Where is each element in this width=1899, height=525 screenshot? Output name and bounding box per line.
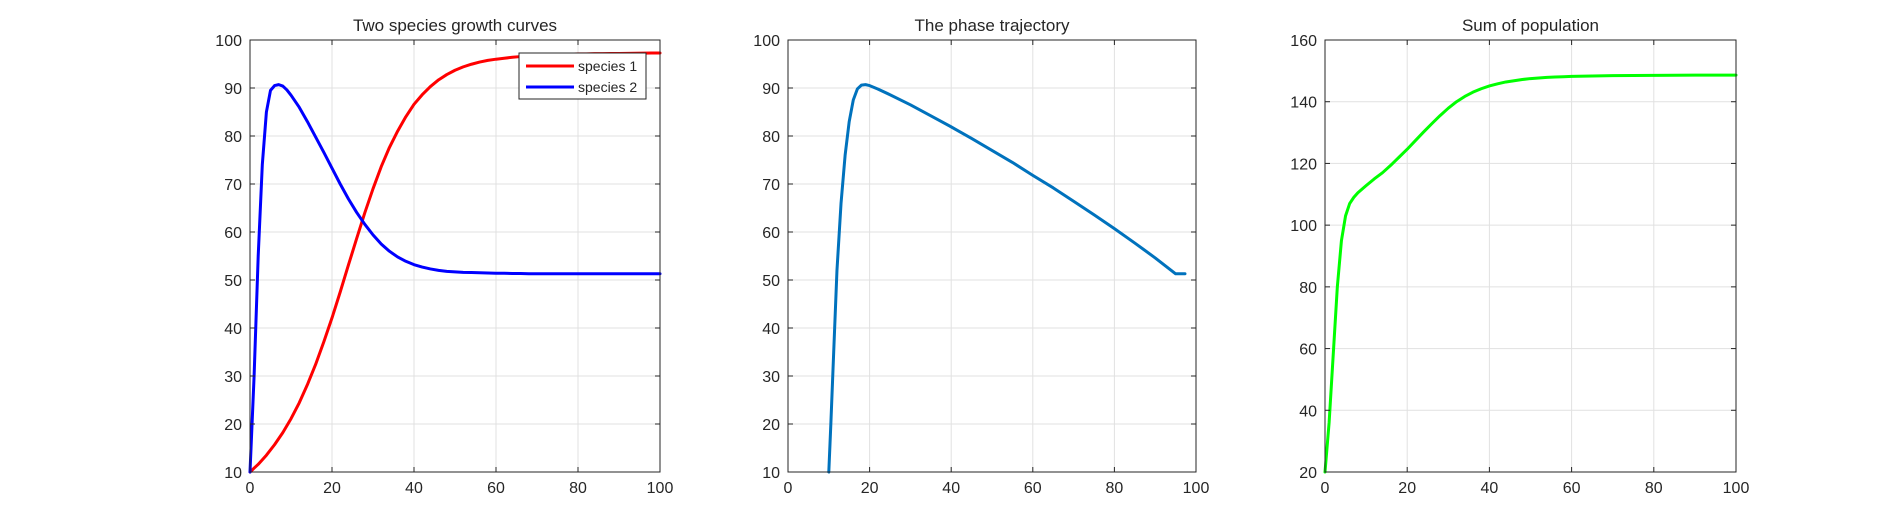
- x-tick-label: 20: [1398, 480, 1416, 497]
- x-tick-label: 0: [246, 480, 255, 497]
- y-tick-label: 20: [224, 417, 242, 434]
- x-tick-label: 100: [647, 480, 674, 497]
- y-tick-label: 20: [1299, 465, 1317, 482]
- y-tick-label: 140: [1290, 95, 1317, 112]
- x-tick-label: 60: [1024, 480, 1042, 497]
- y-tick-label: 80: [1299, 280, 1317, 297]
- x-tick-label: 80: [569, 480, 587, 497]
- y-tick-label: 60: [762, 225, 780, 242]
- legend-box: [518, 52, 647, 100]
- chart-title: Sum of population: [1462, 16, 1599, 35]
- y-tick-label: 120: [1290, 156, 1317, 173]
- y-tick-label: 30: [762, 369, 780, 386]
- series-line-2: [248, 83, 662, 474]
- y-tick-label: 90: [224, 81, 242, 98]
- axes-box: [1324, 39, 1737, 473]
- axes-box: [787, 39, 1197, 473]
- y-tick-label: 100: [753, 33, 780, 50]
- y-tick-label: 70: [224, 177, 242, 194]
- y-tick-label: 10: [762, 465, 780, 482]
- chart-1: 0 20 40 60 80 100 10 20 30 40 50 60 70 80 90 100 Two spe…: [215, 16, 673, 497]
- series-line-1: [1323, 73, 1738, 474]
- y-tick-label: 60: [224, 225, 242, 242]
- y-tick-label: 30: [224, 369, 242, 386]
- y-tick-label: 60: [1299, 342, 1317, 359]
- y-tick-label: 70: [762, 177, 780, 194]
- x-tick-label: 60: [1563, 480, 1581, 497]
- x-tick-label: 100: [1723, 480, 1750, 497]
- legend-label: species 1: [578, 58, 637, 74]
- x-tick-label: 0: [1321, 480, 1330, 497]
- y-tick-label: 40: [224, 321, 242, 338]
- x-tick-label: 80: [1645, 480, 1663, 497]
- y-tick-label: 40: [1299, 403, 1317, 420]
- x-tick-label: 40: [942, 480, 960, 497]
- x-tick-label: 60: [487, 480, 505, 497]
- plot-area: [788, 40, 1196, 472]
- x-tick-label: 20: [861, 480, 879, 497]
- y-tick-label: 80: [762, 129, 780, 146]
- plot-area: [1325, 40, 1736, 472]
- y-tick-label: 100: [215, 33, 242, 50]
- chart-title: Two species growth curves: [353, 16, 557, 35]
- y-tick-label: 40: [762, 321, 780, 338]
- x-tick-label: 80: [1106, 480, 1124, 497]
- chart-title: The phase trajectory: [915, 16, 1070, 35]
- legend: species 1 species 2: [518, 52, 647, 100]
- x-tick-label: 40: [405, 480, 423, 497]
- x-tick-label: 20: [323, 480, 341, 497]
- y-tick-label: 90: [762, 81, 780, 98]
- plot-area: [250, 40, 660, 472]
- y-tick-label: 160: [1290, 33, 1317, 50]
- chart-2: 0 20 40 60 80 100 10 20 30 40 50 60 70 80 90 100 The pha…: [753, 16, 1209, 497]
- y-tick-label: 100: [1290, 218, 1317, 235]
- y-tick-label: 20: [762, 417, 780, 434]
- series-line-1: [827, 83, 1187, 474]
- x-tick-label: 100: [1183, 480, 1210, 497]
- y-tick-label: 50: [762, 273, 780, 290]
- axes-box: [249, 39, 661, 473]
- legend-label: species 2: [578, 79, 637, 95]
- x-tick-label: 40: [1481, 480, 1499, 497]
- y-tick-label: 50: [224, 273, 242, 290]
- x-tick-label: 0: [784, 480, 793, 497]
- y-tick-label: 10: [224, 465, 242, 482]
- y-tick-label: 80: [224, 129, 242, 146]
